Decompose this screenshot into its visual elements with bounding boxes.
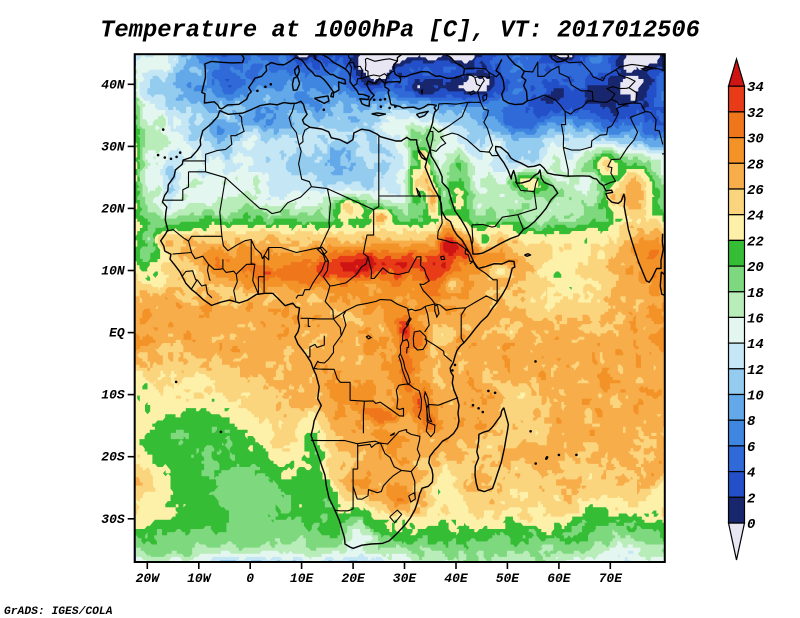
svg-text:GrADS: IGES/COLA: GrADS: IGES/COLA	[4, 606, 113, 618]
svg-text:28: 28	[747, 157, 764, 173]
svg-text:14: 14	[747, 337, 764, 353]
svg-text:20: 20	[747, 260, 764, 276]
svg-text:4: 4	[747, 466, 755, 482]
svg-text:50E: 50E	[496, 571, 521, 586]
svg-text:32: 32	[747, 106, 764, 122]
svg-text:34: 34	[747, 80, 764, 96]
svg-text:20E: 20E	[341, 571, 366, 586]
svg-text:40E: 40E	[444, 571, 469, 586]
svg-text:10: 10	[747, 389, 764, 405]
svg-text:20W: 20W	[136, 571, 161, 586]
svg-text:18: 18	[747, 286, 764, 302]
svg-text:10E: 10E	[290, 571, 315, 586]
svg-text:16: 16	[747, 311, 764, 327]
svg-text:10S: 10S	[101, 388, 125, 403]
svg-text:26: 26	[747, 183, 764, 199]
svg-text:0: 0	[246, 571, 254, 586]
svg-text:20N: 20N	[101, 201, 125, 216]
svg-text:30E: 30E	[393, 571, 418, 586]
svg-text:Temperature at 1000hPa [C], VT: Temperature at 1000hPa [C], VT: 20170125…	[100, 18, 700, 45]
svg-text:12: 12	[747, 363, 764, 379]
svg-text:30S: 30S	[101, 512, 125, 527]
svg-text:60E: 60E	[547, 571, 572, 586]
svg-text:30N: 30N	[101, 139, 125, 154]
svg-text:8: 8	[747, 414, 756, 430]
svg-text:0: 0	[747, 517, 755, 533]
svg-text:EQ: EQ	[109, 326, 125, 341]
svg-text:30: 30	[747, 132, 764, 148]
svg-text:22: 22	[747, 234, 764, 250]
svg-text:10W: 10W	[187, 571, 212, 586]
svg-text:10N: 10N	[101, 264, 125, 279]
svg-text:40N: 40N	[101, 77, 125, 92]
svg-text:20S: 20S	[101, 450, 125, 465]
svg-text:2: 2	[747, 491, 756, 507]
svg-text:24: 24	[747, 209, 764, 225]
svg-text:6: 6	[747, 440, 756, 456]
svg-text:70E: 70E	[599, 571, 624, 586]
